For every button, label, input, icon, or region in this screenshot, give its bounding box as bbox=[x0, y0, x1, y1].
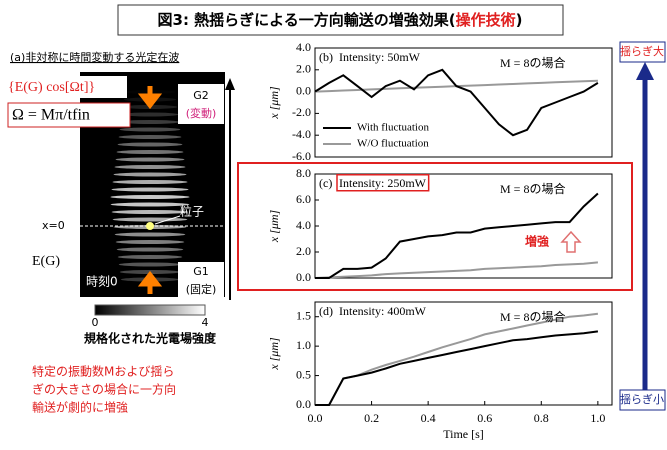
g1-label: G1 bbox=[193, 265, 209, 278]
formula-omega: Ω = Mπ/tfin bbox=[12, 107, 90, 124]
x-tick-label: 0.2 bbox=[364, 411, 379, 425]
y-axis-label: x [μm] bbox=[267, 337, 281, 371]
fringe bbox=[112, 180, 187, 184]
y-tick-label: -4.0 bbox=[292, 127, 311, 141]
title: 図3: 熱揺らぎによる一方向輸送の増強効果(操作技術) bbox=[158, 11, 523, 29]
y-tick-label: 8.0 bbox=[296, 166, 311, 180]
side-bottom-label: 揺らぎ小 bbox=[620, 392, 664, 406]
panel-label: (c) bbox=[319, 176, 332, 190]
fringe bbox=[113, 173, 186, 177]
panel-label: (b) bbox=[319, 50, 333, 64]
y-axis-label: x [μm] bbox=[267, 209, 281, 243]
legend-label: W/O fluctuation bbox=[357, 138, 429, 150]
fringe bbox=[111, 203, 190, 207]
colorbar-min: 0 bbox=[92, 316, 99, 329]
g1-note: (固定) bbox=[186, 282, 217, 296]
x0-label: x=0 bbox=[42, 219, 65, 232]
data-line bbox=[315, 262, 598, 278]
x-tick-label: 1.0 bbox=[590, 411, 605, 425]
y-axis-label: x [μm] bbox=[267, 86, 281, 120]
y-tick-label: 6.0 bbox=[296, 192, 311, 206]
side-arrowhead bbox=[636, 62, 654, 80]
conclusion-line: 輸送が劇的に増強 bbox=[32, 400, 128, 415]
fringe bbox=[113, 218, 188, 222]
x-tick-label: 0.0 bbox=[308, 411, 323, 425]
field-label: E(G) bbox=[32, 254, 60, 269]
fringe bbox=[117, 150, 184, 154]
panel-a-caption: (a)非対称に時間変動する光定在波 bbox=[10, 50, 179, 64]
fringe bbox=[112, 210, 189, 214]
condition-note: M = 8の場合 bbox=[500, 309, 565, 324]
condition-note: M = 8の場合 bbox=[500, 181, 565, 196]
fringe bbox=[120, 128, 181, 132]
intensity-label: Intensity: 50mW bbox=[339, 50, 421, 64]
legend-label: With fluctuation bbox=[357, 122, 429, 134]
fringe bbox=[119, 135, 182, 139]
side-top-label: 揺らぎ大 bbox=[620, 44, 664, 58]
fringe bbox=[117, 248, 184, 252]
x-axis-label: Time [s] bbox=[443, 427, 484, 441]
g2-label: G2 bbox=[193, 89, 209, 102]
annotation-arrow bbox=[562, 232, 580, 252]
x-tick-label: 0.4 bbox=[421, 411, 436, 425]
fringe bbox=[118, 255, 182, 259]
fringe bbox=[118, 143, 183, 147]
intensity-label: Intensity: 250mW bbox=[339, 176, 427, 190]
x-tick-label: 0.6 bbox=[477, 411, 492, 425]
particle-label: 粒子 bbox=[180, 204, 204, 219]
x-tick-label: 0.8 bbox=[534, 411, 549, 425]
y-tick-label: 2.0 bbox=[296, 244, 311, 258]
y-tick-label: 4.0 bbox=[296, 40, 311, 54]
condition-note: M = 8の場合 bbox=[500, 55, 565, 70]
y-tick-label: 0.5 bbox=[296, 367, 311, 381]
data-line bbox=[315, 314, 598, 405]
y-tick-label: 2.0 bbox=[296, 62, 311, 76]
time0-label: 時刻0 bbox=[86, 275, 118, 289]
intensity-label: Intensity: 400mW bbox=[339, 304, 427, 318]
fringe bbox=[115, 165, 186, 169]
formula-field: {E(G) cos[Ωt]} bbox=[8, 80, 95, 95]
y-tick-label: 4.0 bbox=[296, 218, 311, 232]
panel-label: (d) bbox=[319, 304, 333, 318]
figure: 図3: 熱揺らぎによる一方向輸送の増強効果(操作技術) (a)非対称に時間変動す… bbox=[0, 0, 667, 450]
conclusion-line: 特定の振動数Mおよび揺ら bbox=[32, 364, 174, 379]
title-highlight: 操作技術 bbox=[456, 11, 516, 29]
title-end: ) bbox=[516, 11, 523, 29]
fringe bbox=[110, 195, 189, 199]
annotation: 増強 bbox=[525, 234, 549, 249]
colorbar bbox=[95, 305, 205, 315]
conclusion-line: ぎの大きさの場合に一方向 bbox=[32, 382, 176, 397]
y-tick-label: -2.0 bbox=[292, 105, 311, 119]
fringe bbox=[119, 263, 181, 267]
fringe bbox=[111, 188, 188, 192]
fringe bbox=[115, 233, 186, 237]
g2-note: (変動) bbox=[186, 106, 217, 120]
fringe bbox=[116, 240, 185, 244]
colorbar-max: 4 bbox=[202, 316, 209, 329]
y-tick-label: 0.0 bbox=[296, 83, 311, 97]
x-axis-arrowhead bbox=[225, 78, 235, 90]
colorbar-label: 規格化された光電場強度 bbox=[84, 331, 217, 346]
y-tick-label: 1.5 bbox=[296, 308, 311, 322]
y-tick-label: -6.0 bbox=[292, 149, 311, 163]
particle bbox=[146, 222, 154, 230]
fringe bbox=[116, 158, 185, 162]
y-tick-label: 1.0 bbox=[296, 338, 311, 352]
title-main: 図3: 熱揺らぎによる一方向輸送の増強効果( bbox=[158, 11, 456, 29]
y-tick-label: 0.0 bbox=[296, 397, 311, 411]
y-tick-label: 0.0 bbox=[296, 270, 311, 284]
